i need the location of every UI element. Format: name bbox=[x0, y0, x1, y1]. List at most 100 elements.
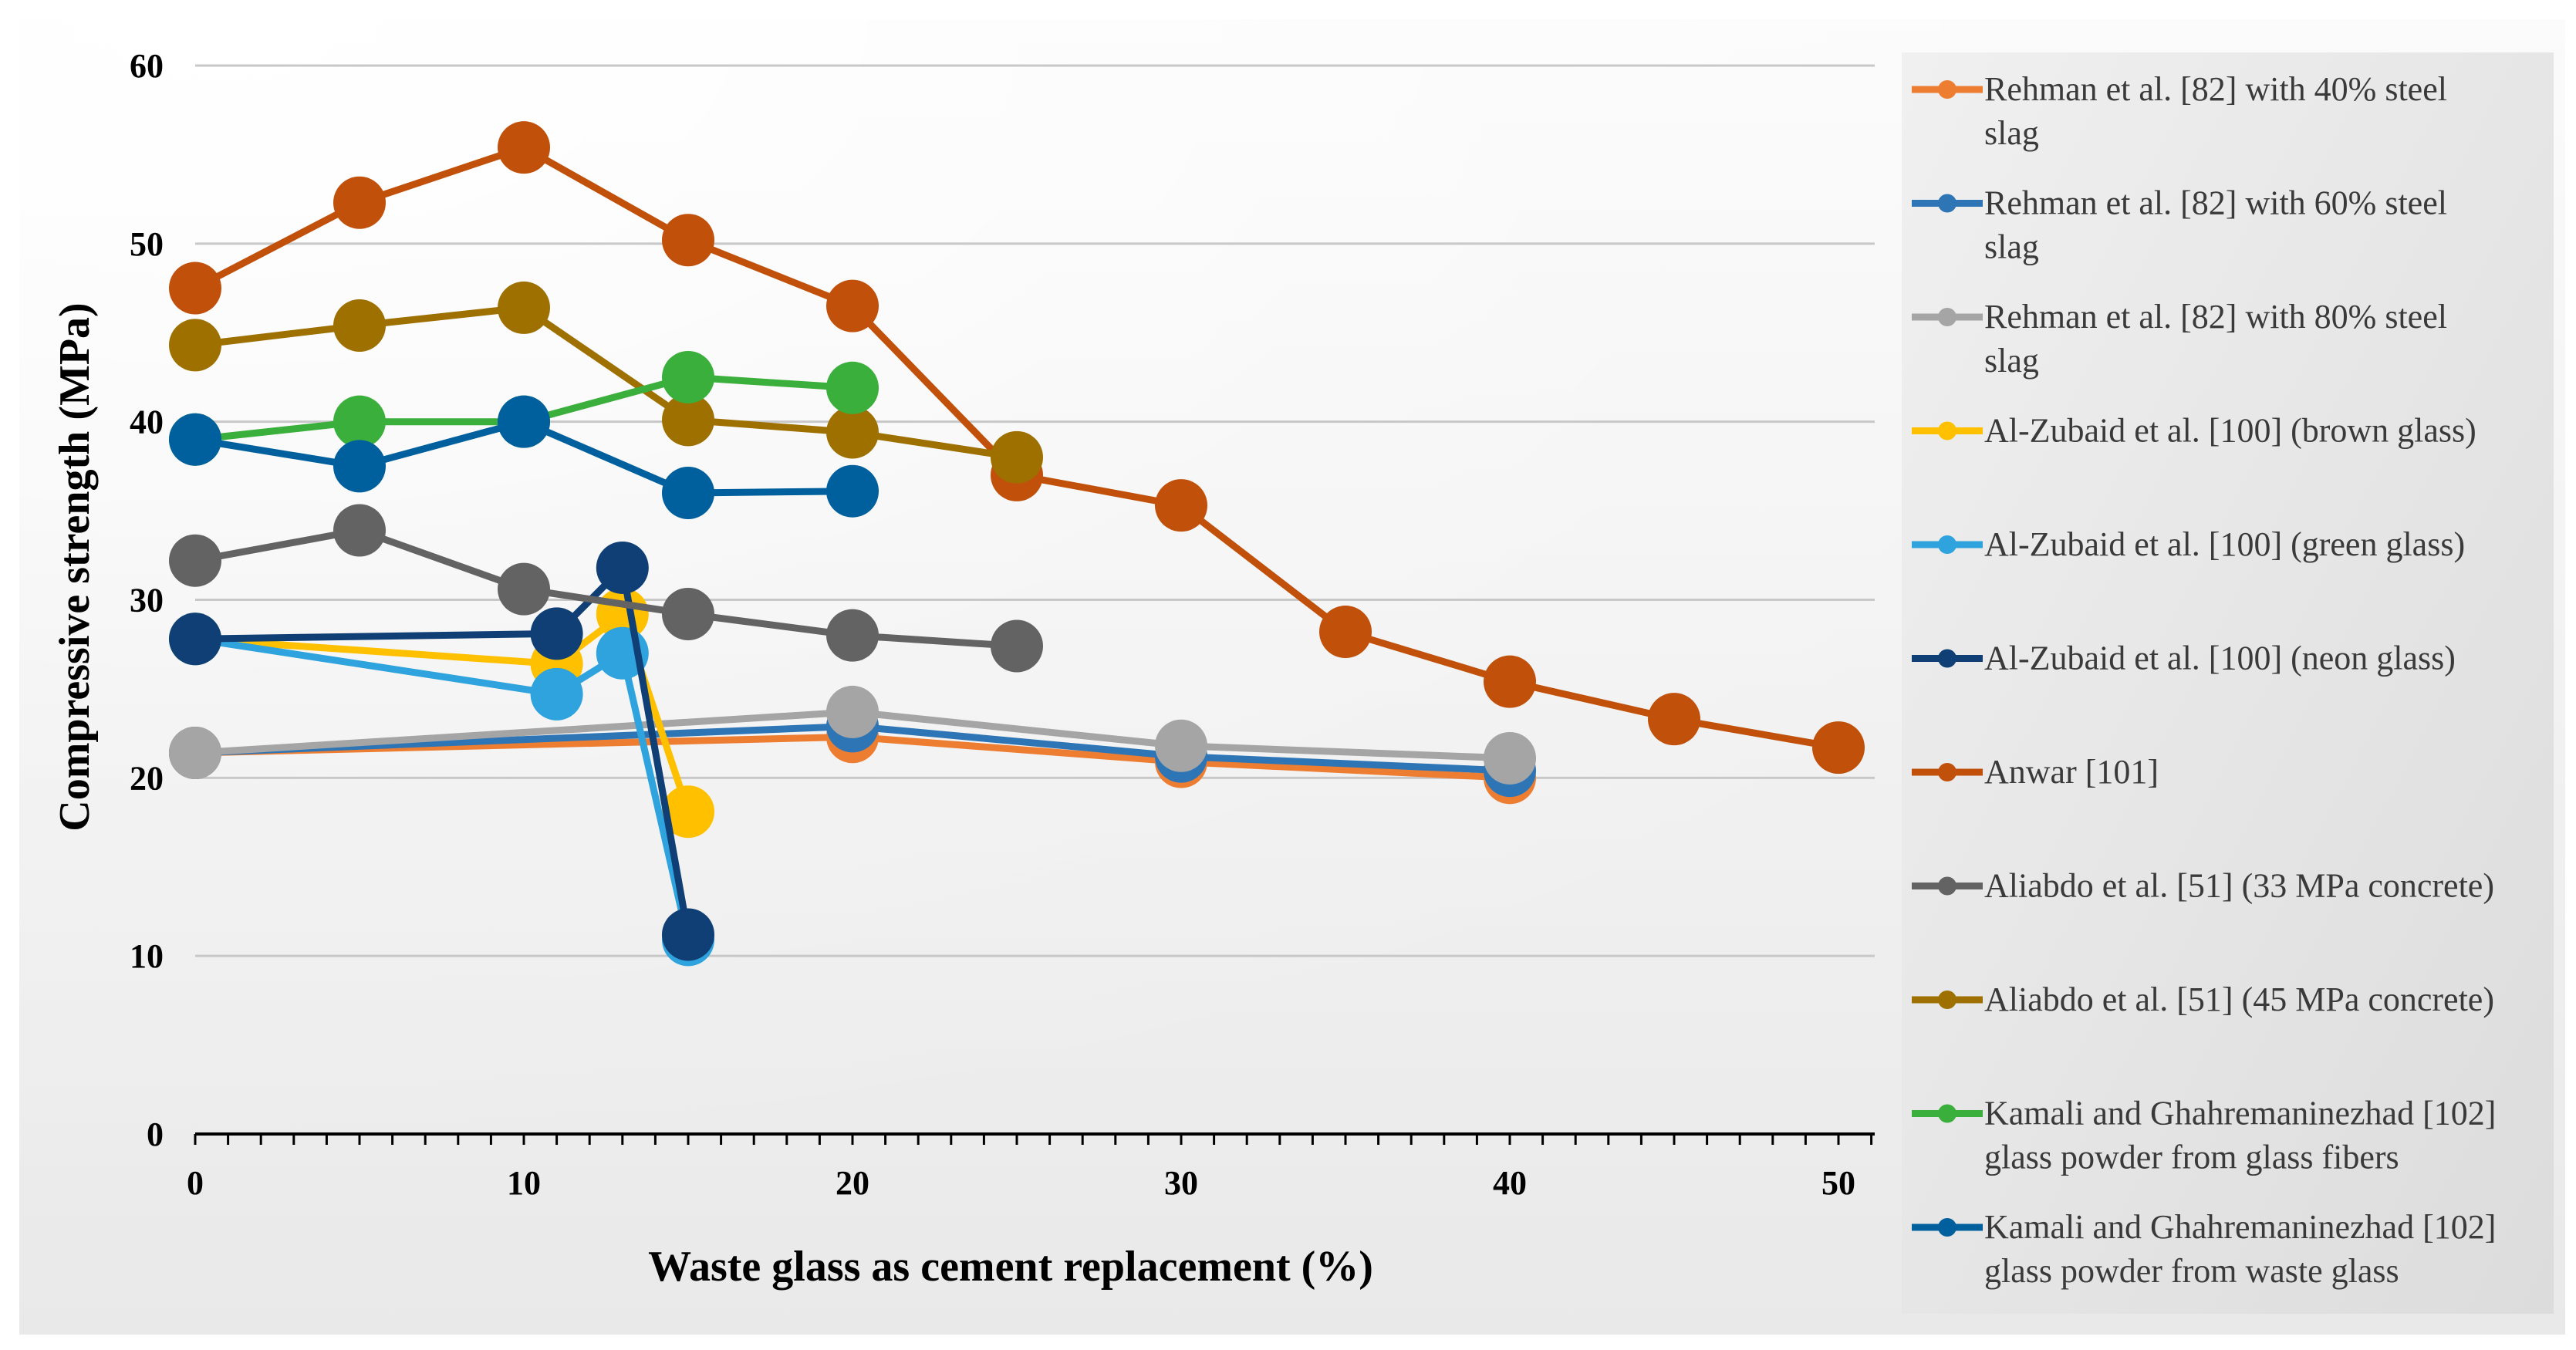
legend-label: Rehman et al. [82] with 60% steel bbox=[1984, 184, 2447, 222]
data-point bbox=[1484, 655, 1536, 708]
legend-label: glass powder from glass fibers bbox=[1984, 1139, 2399, 1176]
y-tick-label: 50 bbox=[130, 225, 164, 263]
data-point bbox=[333, 440, 386, 493]
legend-entry: Al-Zubaid et al. [100] (green glass) bbox=[1912, 525, 2465, 563]
legend-swatch-marker bbox=[1938, 649, 1956, 668]
series-line bbox=[194, 527, 1018, 650]
y-tick-label: 40 bbox=[130, 403, 164, 441]
data-point bbox=[169, 613, 221, 666]
y-axis-title: Compressive strength (MPa) bbox=[51, 302, 99, 831]
data-point bbox=[826, 361, 879, 414]
series-3 bbox=[169, 685, 1536, 785]
series-line bbox=[194, 733, 1511, 781]
series-line bbox=[194, 304, 1018, 461]
data-point bbox=[169, 534, 221, 587]
data-point bbox=[1319, 606, 1372, 659]
x-tick-label: 50 bbox=[1821, 1164, 1855, 1202]
y-tick-label: 10 bbox=[130, 937, 164, 975]
legend-entry: Kamali and Ghahremaninezhad [102] glass p… bbox=[1912, 1095, 2496, 1176]
series-line bbox=[194, 635, 692, 941]
legend-entry: Rehman et al. [82] with 40% steel slag bbox=[1912, 70, 2447, 152]
legend-swatch-marker bbox=[1938, 80, 1956, 99]
legend-label: slag bbox=[1984, 114, 2039, 152]
tick-labels: 0 10 20 30 40 50 60 0 10 20 30 40 50 bbox=[130, 47, 1855, 1202]
legend-label: Al-Zubaid et al. [100] (green glass) bbox=[1984, 525, 2465, 563]
grid-lines bbox=[195, 64, 1875, 957]
legend-label: glass powder from waste glass bbox=[1984, 1252, 2399, 1290]
data-point bbox=[826, 279, 879, 332]
axes bbox=[194, 1132, 1875, 1145]
data-point bbox=[662, 214, 714, 267]
legend-swatch-marker bbox=[1938, 1218, 1956, 1237]
legend-entry: Aliabdo et al. [51] (33 MPa concrete) bbox=[1912, 867, 2494, 905]
legend-swatch-marker bbox=[1938, 991, 1956, 1009]
legend-entry: Aliabdo et al. [51] (45 MPa concrete) bbox=[1912, 980, 2494, 1018]
data-point bbox=[333, 299, 386, 353]
data-point bbox=[662, 393, 714, 447]
legend-label: Kamali and Ghahremaninezhad [102] bbox=[1984, 1208, 2496, 1246]
series-8 bbox=[169, 504, 1043, 673]
legend-entry: Anwar [101] bbox=[1912, 753, 2159, 791]
data-point bbox=[991, 619, 1043, 673]
y-tick-label: 0 bbox=[147, 1115, 164, 1153]
legend-label: Aliabdo et al. [51] (45 MPa concrete) bbox=[1984, 980, 2494, 1018]
data-point bbox=[1648, 693, 1700, 746]
data-point bbox=[530, 667, 583, 721]
x-tick-label: 30 bbox=[1164, 1164, 1198, 1202]
legend-entry: Kamali and Ghahremaninezhad [102] glass p… bbox=[1912, 1208, 2496, 1290]
data-point bbox=[333, 395, 386, 448]
legend-swatch-marker bbox=[1938, 1104, 1956, 1123]
data-point bbox=[1155, 479, 1207, 532]
legend-label: Al-Zubaid et al. [100] (neon glass) bbox=[1984, 640, 2456, 677]
series-9 bbox=[169, 281, 1043, 484]
data-point bbox=[662, 908, 714, 961]
data-point bbox=[1155, 719, 1207, 772]
data-point bbox=[169, 727, 221, 780]
data-point bbox=[662, 467, 714, 519]
data-point bbox=[498, 395, 550, 448]
data-point bbox=[991, 430, 1043, 484]
legend-entry: Rehman et al. [82] with 60% steel slag bbox=[1912, 184, 2447, 266]
data-point bbox=[1484, 731, 1536, 785]
y-tick-label: 30 bbox=[130, 582, 164, 619]
legend-label: Anwar [101] bbox=[1984, 753, 2159, 791]
data-point bbox=[826, 406, 879, 459]
x-tick-label: 0 bbox=[187, 1164, 204, 1202]
legend-label: Aliabdo et al. [51] (33 MPa concrete) bbox=[1984, 867, 2494, 905]
data-point bbox=[333, 504, 386, 557]
legend-entry: Rehman et al. [82] with 80% steel slag bbox=[1912, 298, 2447, 380]
series-11 bbox=[169, 395, 879, 519]
legend-label: slag bbox=[1984, 342, 2039, 380]
legend-label: Kamali and Ghahremaninezhad [102] bbox=[1984, 1095, 2496, 1132]
x-tick-label: 10 bbox=[507, 1164, 541, 1202]
legend-swatch-marker bbox=[1938, 535, 1956, 554]
legend-entry: Al-Zubaid et al. [100] (neon glass) bbox=[1912, 640, 2456, 677]
data-point bbox=[530, 607, 583, 660]
legend-swatch-marker bbox=[1938, 194, 1956, 213]
data-point bbox=[498, 121, 550, 174]
legend-label: Rehman et al. [82] with 80% steel bbox=[1984, 298, 2447, 336]
data-point bbox=[498, 281, 550, 334]
y-tick-label: 60 bbox=[130, 47, 164, 85]
series-line bbox=[194, 610, 692, 813]
x-tick-label: 40 bbox=[1493, 1164, 1527, 1202]
series-line bbox=[194, 722, 1511, 775]
data-point bbox=[826, 464, 879, 518]
data-point bbox=[826, 685, 879, 738]
legend-entry: Al-Zubaid et al. [100] (brown glass) bbox=[1912, 412, 2476, 450]
legend-swatch-marker bbox=[1938, 308, 1956, 326]
legend-swatch-marker bbox=[1938, 876, 1956, 896]
data-point bbox=[498, 562, 550, 616]
series-6 bbox=[169, 541, 714, 961]
series-line bbox=[194, 708, 1511, 762]
legend-swatch-marker bbox=[1938, 763, 1956, 781]
x-axis-title: Waste glass as cement replacement (%) bbox=[648, 1243, 1373, 1291]
data-point bbox=[662, 350, 714, 403]
y-tick-label: 20 bbox=[130, 759, 164, 797]
data-point bbox=[826, 609, 879, 662]
plot-area bbox=[169, 121, 1865, 967]
data-point bbox=[169, 319, 221, 372]
legend-box bbox=[1902, 52, 2554, 1314]
